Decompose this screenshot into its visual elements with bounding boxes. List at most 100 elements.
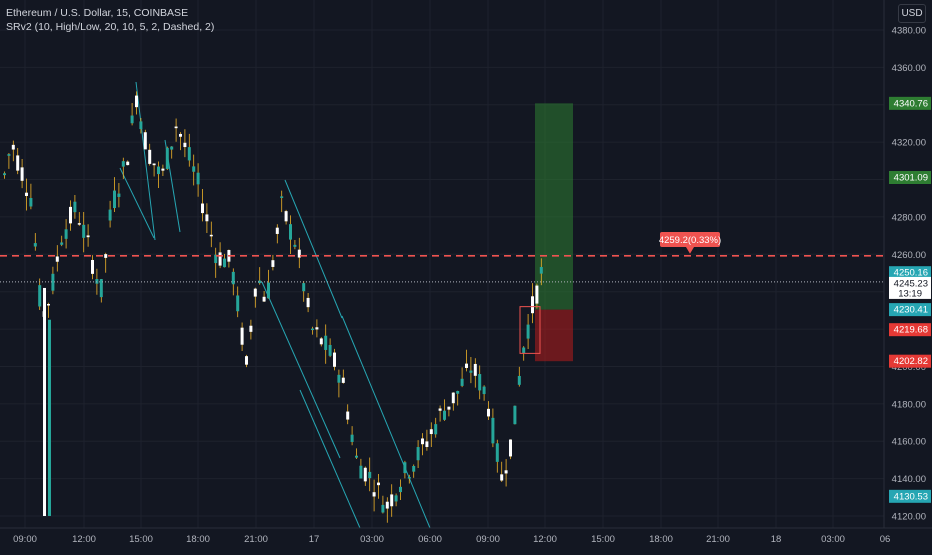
candle-body <box>517 375 521 385</box>
trendline <box>299 389 361 529</box>
candle-body <box>434 424 438 435</box>
candle-body <box>337 374 341 383</box>
candle-body <box>412 466 416 472</box>
price-label-level-upper: 4301.09 <box>889 171 931 185</box>
candle-body <box>275 227 279 234</box>
price-label-text: 4130.53 <box>894 491 928 502</box>
annotation-bg <box>660 232 720 247</box>
price-label-bg <box>889 323 931 337</box>
price-tick: 4380.00 <box>892 26 926 37</box>
candle-body <box>69 206 72 224</box>
price-tick: 4160.00 <box>892 437 926 448</box>
symbol-title[interactable]: Ethereum / U.S. Dollar, 15, COINBASE <box>6 7 189 19</box>
candle-body <box>302 283 306 292</box>
chart-legend: Ethereum / U.S. Dollar, 15, COINBASE SRv… <box>6 6 214 34</box>
candle-body <box>25 192 28 196</box>
candle-body <box>491 417 495 444</box>
candle-body <box>130 115 134 124</box>
candle-body <box>465 363 468 368</box>
candle-body <box>117 193 121 197</box>
candle-body <box>183 142 187 148</box>
candle-body <box>363 467 367 482</box>
candle-body <box>51 273 55 291</box>
time-tick: 15:00 <box>591 534 615 545</box>
time-tick: 06:00 <box>418 534 442 545</box>
candle-body <box>447 406 451 410</box>
annotation-text: 4259.2(0.33%) <box>659 235 721 246</box>
candle-body <box>95 279 99 284</box>
candle-body <box>333 352 336 367</box>
candle-body <box>245 356 248 365</box>
candle-body <box>451 392 455 404</box>
candle-body <box>231 271 235 285</box>
time-tick: 03:00 <box>821 534 845 545</box>
time-tick: 17 <box>309 534 320 545</box>
indicator-title[interactable]: SRv2 (10, High/Low, 20, 10, 5, 2, Dashed… <box>6 21 215 33</box>
price-tick: 4280.00 <box>892 212 926 223</box>
candle-body <box>108 209 112 221</box>
candle-body <box>236 295 240 312</box>
candle-body <box>55 256 59 262</box>
candle-body <box>280 196 284 198</box>
currency-button[interactable]: USD <box>898 4 926 23</box>
candle-body <box>262 296 266 302</box>
candle-body <box>43 287 46 516</box>
candle-body <box>443 410 446 420</box>
candle-body <box>82 224 86 238</box>
candle-body <box>368 471 372 479</box>
candle-body <box>152 163 156 166</box>
candle-body <box>328 344 332 356</box>
candle-body <box>425 441 429 447</box>
time-axis-ticks: 09:00 12:00 15:00 18:00 21:00 17 03:00 06:00 09:… <box>13 534 890 545</box>
candle-body <box>209 234 213 237</box>
candle-body <box>20 167 24 181</box>
candle-body <box>139 121 143 130</box>
candle-body <box>522 347 526 354</box>
candle-body <box>319 338 323 345</box>
time-tick: 18 <box>771 534 782 545</box>
candle-body <box>355 455 358 458</box>
price-label-level-cyan-2: 4130.53 <box>889 489 931 503</box>
candle-body <box>531 296 534 314</box>
time-tick: 12:00 <box>72 534 96 545</box>
candle-body <box>196 172 200 185</box>
candle-body <box>284 211 288 222</box>
trendline <box>119 167 155 239</box>
price-label-countdown: 13:19 <box>898 288 922 299</box>
candle-body <box>47 303 50 306</box>
price-label-bg <box>889 489 931 503</box>
candle-body <box>407 477 411 479</box>
time-tick: 06 <box>880 534 891 545</box>
candle-body <box>48 319 51 516</box>
loss-zone <box>535 309 573 362</box>
price-label-level-cyan-1: 4250.16 <box>889 266 931 280</box>
time-tick: 12:00 <box>533 534 557 545</box>
candle-body <box>7 154 11 156</box>
annotation-pointer <box>686 247 694 254</box>
candle-body <box>460 378 464 386</box>
candle-body <box>315 327 319 330</box>
price-tick: 4120.00 <box>892 512 926 523</box>
candle-body <box>346 411 350 420</box>
candle-body <box>113 190 116 209</box>
candle-body <box>399 486 402 493</box>
candle-body <box>416 447 420 461</box>
candles <box>3 91 543 523</box>
candle-body <box>249 325 253 332</box>
candle-body <box>86 235 90 238</box>
trendline <box>135 81 156 241</box>
price-label-entry: 4230.41 <box>889 303 931 317</box>
candle-body <box>473 363 477 376</box>
price-label-stop: 4219.68 <box>889 323 931 337</box>
candle-body <box>478 374 482 391</box>
candle-body <box>482 386 486 395</box>
time-tick: 15:00 <box>129 534 153 545</box>
time-tick: 21:00 <box>244 534 268 545</box>
candle-body <box>500 474 504 481</box>
candle-body <box>350 434 354 442</box>
candle-body <box>381 504 385 513</box>
candle-body <box>306 297 310 308</box>
